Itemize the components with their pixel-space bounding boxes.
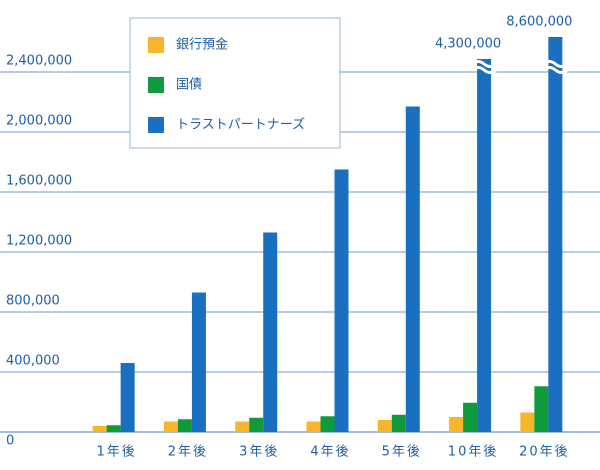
bar [249, 417, 264, 432]
x-tick-label: 2年後 [168, 445, 208, 460]
bar [449, 417, 464, 432]
y-tick-label: 2,000,000 [6, 114, 72, 129]
y-tick-label: 1,200,000 [6, 234, 72, 249]
legend-swatch [148, 117, 164, 133]
legend-swatch [148, 77, 164, 93]
bar [334, 169, 349, 432]
legend-swatch [148, 37, 164, 53]
bar [177, 419, 192, 432]
bar [391, 414, 406, 432]
axis-break [542, 60, 569, 74]
x-tick-label: 4年後 [310, 445, 350, 460]
y-tick-label: 2,400,000 [6, 54, 72, 69]
x-tick-label: 10年後 [448, 445, 499, 460]
bar [477, 59, 492, 432]
y-tick-label: 1,600,000 [6, 174, 72, 189]
bar [191, 292, 206, 432]
x-tick-label: 20年後 [519, 445, 570, 460]
value-label: 4,300,000 [435, 37, 501, 52]
bar [163, 421, 178, 432]
bar [405, 106, 420, 432]
y-tick-label: 0 [6, 434, 14, 449]
axis-break [471, 60, 498, 74]
bar [106, 425, 121, 432]
bar [463, 402, 478, 432]
y-tick-label: 400,000 [6, 354, 60, 369]
bar [548, 37, 563, 432]
y-tick-label: 800,000 [6, 294, 60, 309]
x-tick-label: 1年後 [97, 445, 137, 460]
value-label: 8,600,000 [506, 15, 572, 30]
bar [120, 363, 135, 432]
bar [320, 416, 335, 432]
bar [377, 420, 392, 432]
legend-label: トラストパートナーズ [176, 117, 305, 133]
bar [534, 386, 549, 432]
bar [263, 232, 278, 432]
x-tick-label: 3年後 [239, 445, 279, 460]
bar [92, 426, 107, 432]
bar [306, 421, 321, 432]
legend-box [129, 17, 341, 149]
bar [235, 421, 250, 432]
x-tick-label: 5年後 [382, 445, 422, 460]
legend-label: 銀行預金 [176, 37, 228, 53]
bar [520, 412, 535, 432]
legend-label: 国債 [176, 78, 202, 93]
